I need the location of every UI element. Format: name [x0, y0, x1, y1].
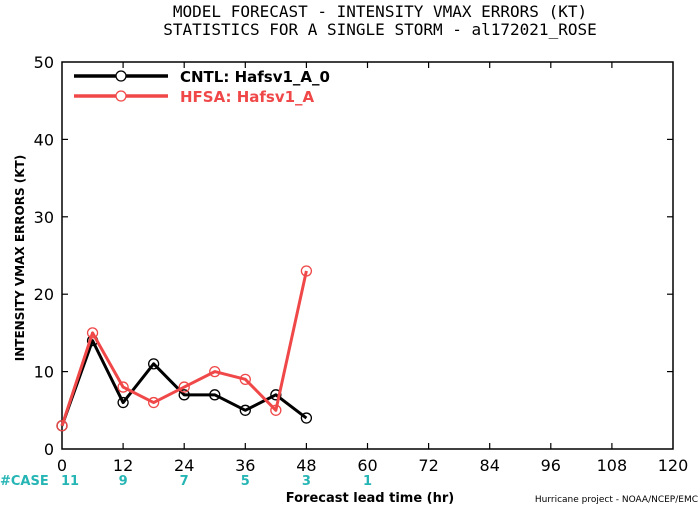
legend-marker-hfsa — [115, 90, 127, 102]
series-line-cntl — [60, 339, 308, 427]
y-tick-label: 10 — [34, 363, 54, 382]
x-axis-label: Forecast lead time (hr) — [286, 491, 454, 506]
case-count: 1 — [363, 474, 372, 489]
plot-frame — [61, 61, 674, 450]
x-tick-label: 84 — [480, 456, 500, 475]
legend-label-cntl: CNTL: Hafsv1_A_0 — [180, 68, 330, 86]
data-point-hfsa — [56, 420, 68, 432]
x-tick-label: 120 — [658, 456, 689, 475]
x-tick-label: 72 — [418, 456, 438, 475]
y-axis-ticks: 0 10 20 30 40 50 — [34, 53, 673, 459]
y-tick-label: 40 — [34, 130, 54, 149]
case-counts: #CASE 11 9 7 5 3 1 — [0, 474, 372, 489]
x-tick-label: 60 — [357, 456, 377, 475]
x-tick-label: 108 — [597, 456, 628, 475]
case-count: 11 — [61, 474, 79, 489]
data-point-hfsa — [270, 404, 282, 416]
data-point-hfsa — [117, 381, 129, 393]
case-count: 5 — [241, 474, 250, 489]
data-point-hfsa — [86, 327, 99, 339]
data-point-cntl — [147, 358, 160, 370]
credit-text: Hurricane project - NOAA/NCEP/EMC — [535, 495, 698, 505]
y-tick-label: 0 — [44, 440, 54, 459]
data-point-cntl — [117, 396, 129, 409]
data-point-hfsa — [209, 365, 221, 378]
legend-label-hfsa: HFSA: Hafsv1_A — [180, 88, 315, 106]
x-tick-label: 0 — [57, 456, 67, 475]
y-tick-label: 20 — [34, 285, 54, 304]
x-tick-label: 12 — [113, 456, 133, 475]
data-point-hfsa — [239, 373, 251, 385]
x-axis-ticks: 0 12 24 36 48 60 72 84 96 108 120 — [57, 62, 688, 475]
data-point-hfsa — [178, 381, 190, 393]
legend: CNTL: Hafsv1_A_0 HFSA: Hafsv1_A — [74, 68, 330, 106]
y-axis-label: INTENSITY VMAX ERRORS (KT) — [13, 155, 27, 361]
data-point-cntl — [209, 389, 221, 401]
case-count: 3 — [302, 474, 311, 489]
chart-title: MODEL FORECAST - INTENSITY VMAX ERRORS (… — [173, 2, 587, 21]
y-tick-label: 30 — [34, 208, 54, 227]
data-point-hfsa — [147, 396, 160, 409]
x-tick-label: 36 — [235, 456, 255, 475]
x-tick-label: 96 — [541, 456, 561, 475]
data-point-cntl — [178, 389, 190, 401]
data-point-cntl — [300, 412, 313, 424]
y-tick-label: 50 — [34, 53, 54, 72]
data-point-hfsa — [300, 265, 313, 277]
case-count: 9 — [119, 474, 128, 489]
series-line-hfsa — [60, 270, 308, 427]
legend-marker-cntl — [115, 70, 127, 82]
x-tick-label: 24 — [174, 456, 194, 475]
data-point-cntl — [270, 389, 282, 401]
case-label: #CASE — [0, 474, 49, 489]
data-point-cntl — [239, 404, 251, 416]
series-layer — [56, 265, 313, 432]
case-count: 7 — [180, 474, 189, 489]
chart-subtitle: STATISTICS FOR A SINGLE STORM - al172021… — [163, 20, 596, 39]
x-tick-label: 48 — [296, 456, 316, 475]
